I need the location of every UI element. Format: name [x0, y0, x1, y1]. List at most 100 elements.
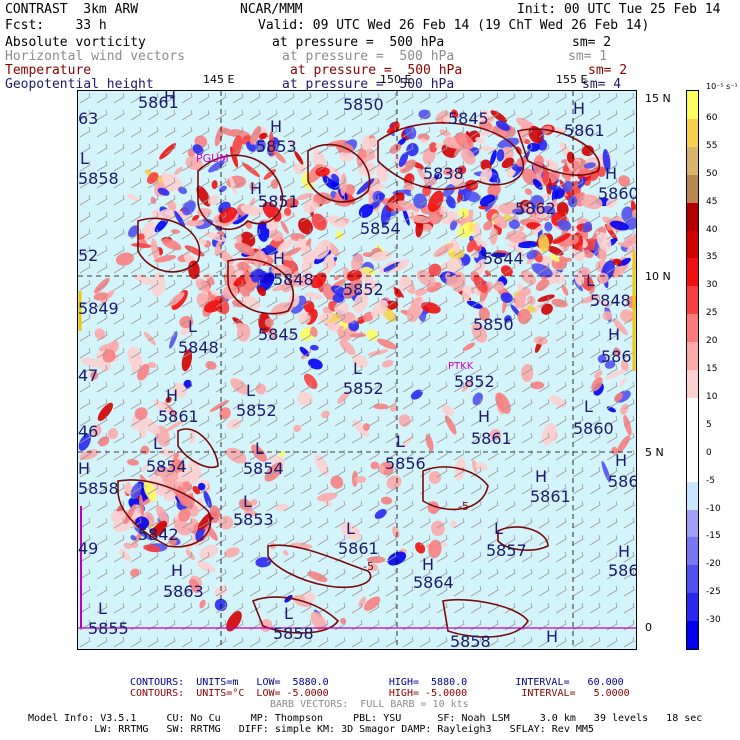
colorbar-tick: 40 — [706, 224, 718, 235]
colorbar-segment — [687, 593, 698, 622]
height-label: 5856 — [385, 454, 426, 473]
colorbar-segment — [687, 342, 698, 371]
colorbar-segment — [687, 286, 698, 315]
height-label: 5860 — [598, 184, 637, 203]
colorbar-segment — [687, 397, 698, 427]
colorbar-segment — [687, 370, 698, 399]
high-marker: H — [164, 90, 177, 106]
colorbar-tick: -5 — [706, 475, 715, 486]
colorbar-tick: -15 — [706, 531, 721, 542]
height-label: 5852 — [343, 379, 384, 398]
height-label: 5861 — [138, 93, 179, 112]
colorbar-segment — [687, 258, 698, 287]
height-label: 47 — [78, 366, 99, 385]
height-label: 586 — [608, 472, 637, 491]
valid-time: Valid: 09 UTC Wed 26 Feb 14 (19 ChT Wed … — [258, 18, 650, 33]
low-marker: L — [353, 359, 362, 378]
height-label: 46 — [78, 422, 99, 441]
high-marker: H — [166, 386, 179, 405]
product-title: CONTRAST 3km ARW — [5, 2, 139, 17]
high-marker: H — [615, 451, 628, 470]
colorbar-tick: -20 — [706, 559, 721, 570]
low-marker: L — [396, 432, 405, 451]
colorbar-segment — [687, 621, 698, 650]
colorbar-unit: 10⁻⁵ s⁻¹ — [706, 82, 738, 91]
colorbar-tick: 0 — [706, 447, 712, 458]
high-marker: H — [478, 407, 491, 426]
high-marker: H — [78, 459, 91, 478]
wind-barbs — [78, 91, 636, 649]
lat-lon-grid — [78, 91, 636, 649]
height-label: 5861 — [471, 429, 512, 448]
forecast-hour: Fcst: 33 h — [5, 18, 107, 33]
low-marker: L — [494, 519, 503, 538]
field-level-temperature: at pressure = 500 hPa — [290, 63, 463, 78]
high-marker: H — [171, 561, 184, 580]
colorbar-tick: 55 — [706, 140, 718, 151]
height-label: 5854 — [360, 219, 401, 238]
height-label: 5854 — [243, 459, 284, 478]
height-label: 586 — [601, 347, 632, 366]
height-label: 5862 — [515, 199, 556, 218]
colorbar-tick: 5 — [706, 419, 712, 430]
field-level-height: at pressure = 500 hPa — [282, 77, 455, 92]
high-marker: H — [573, 99, 586, 118]
low-marker: L — [346, 519, 355, 538]
colorbar-segment — [687, 146, 698, 176]
height-label: 63 — [78, 109, 99, 128]
height-label: 5861 — [564, 121, 605, 140]
field-sm-height: sm= 4 — [582, 77, 622, 92]
temp-contour-minus5-a — [422, 466, 489, 511]
low-marker: L — [255, 439, 264, 458]
height-label: 5861 — [158, 407, 199, 426]
low-marker: L — [243, 492, 252, 511]
height-label: 5845 — [258, 325, 299, 344]
lon-label-150: 150 E — [380, 73, 412, 86]
low-marker: L — [98, 599, 107, 618]
field-sm-wind: sm= 1 — [568, 49, 608, 64]
height-label: 586 — [608, 561, 637, 580]
colorbar-segment — [687, 481, 698, 510]
height-label: 5852 — [343, 280, 384, 299]
colorbar-segment — [687, 565, 698, 594]
colorbar-segment — [687, 425, 698, 455]
temp-contour-minus5-b — [267, 544, 372, 589]
barb-vectors: BARB VECTORS: FULL BARB = 10 kts — [270, 699, 469, 710]
colorbar-tick: 60 — [706, 112, 718, 123]
height-label: 5858 — [450, 632, 491, 650]
contours-temperature: CONTOURS: UNITS=°C LOW= -5.0000 HIGH= -5… — [130, 688, 630, 699]
low-marker: L — [284, 604, 293, 623]
model-info-line1: Model Info: V3.5.1 CU: No Cu MP: Thompso… — [28, 713, 703, 724]
colorbar-segment — [687, 230, 698, 259]
colorbar-segment — [687, 509, 698, 538]
map-panel: 5861 H 5850 5845 H 5861 63 H 5853 L 5858 5838 H 5860 H… — [77, 90, 637, 650]
lat-label-10n: 10 N — [645, 270, 671, 283]
height-label: 5848 — [590, 291, 631, 310]
high-marker: H — [618, 542, 631, 561]
height-label: 5858 — [273, 624, 314, 643]
lon-label-145: 145 E — [203, 73, 235, 86]
lon-label-155: 155 E — [556, 73, 588, 86]
colorbar-tick: 15 — [706, 364, 718, 374]
field-level-vorticity: at pressure = 500 hPa — [272, 35, 445, 50]
colorbar-segment — [687, 453, 698, 483]
height-label: 5852 — [236, 401, 277, 420]
height-label: 5850 — [343, 95, 384, 114]
height-label: 5864 — [413, 573, 454, 592]
low-marker: L — [188, 317, 197, 336]
height-label: 5849 — [78, 299, 119, 318]
height-label: 5838 — [423, 164, 464, 183]
colorbar-tick: 25 — [706, 308, 718, 319]
field-name-wind: Horizontal wind vectors — [5, 49, 186, 64]
high-marker: H — [250, 179, 263, 198]
height-label: 5860 — [573, 419, 614, 438]
high-marker: H — [422, 555, 435, 574]
colorbar-tick: -25 — [706, 587, 721, 598]
low-marker: L — [80, 149, 89, 168]
lat-label-15n: 15 N — [645, 92, 671, 105]
colorbar-tick: 10 — [706, 391, 718, 402]
colorbar-segment — [687, 202, 698, 231]
height-label: 5842 — [138, 525, 179, 544]
height-label: 5848 — [178, 338, 219, 357]
height-label: 5854 — [146, 457, 187, 476]
